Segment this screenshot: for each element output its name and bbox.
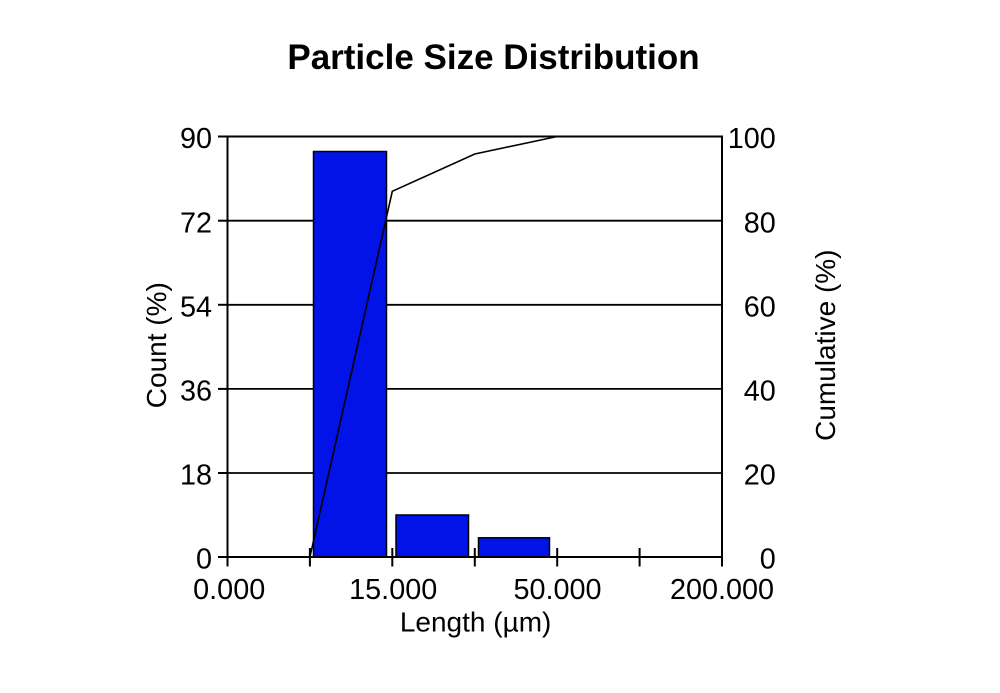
svg-text:Length (µm): Length (µm): [400, 607, 552, 638]
svg-text:20: 20: [744, 460, 776, 492]
svg-text:0: 0: [196, 544, 212, 576]
svg-text:15.000: 15.000: [349, 574, 437, 606]
svg-text:36: 36: [180, 376, 212, 408]
svg-text:0.000: 0.000: [193, 574, 265, 606]
svg-text:40: 40: [744, 376, 776, 408]
svg-text:100: 100: [728, 123, 776, 155]
svg-text:Particle Size Distribution: Particle Size Distribution: [287, 38, 699, 77]
svg-text:90: 90: [180, 123, 212, 155]
svg-text:200.000: 200.000: [670, 574, 774, 606]
svg-text:0: 0: [760, 544, 776, 576]
svg-text:54: 54: [180, 291, 212, 323]
svg-text:Cumulative (%): Cumulative (%): [810, 250, 841, 441]
svg-text:80: 80: [744, 207, 776, 239]
svg-text:18: 18: [180, 460, 212, 492]
svg-text:72: 72: [180, 207, 212, 239]
svg-text:Count (%): Count (%): [141, 282, 172, 408]
svg-text:60: 60: [744, 291, 776, 323]
svg-text:50.000: 50.000: [513, 574, 601, 606]
